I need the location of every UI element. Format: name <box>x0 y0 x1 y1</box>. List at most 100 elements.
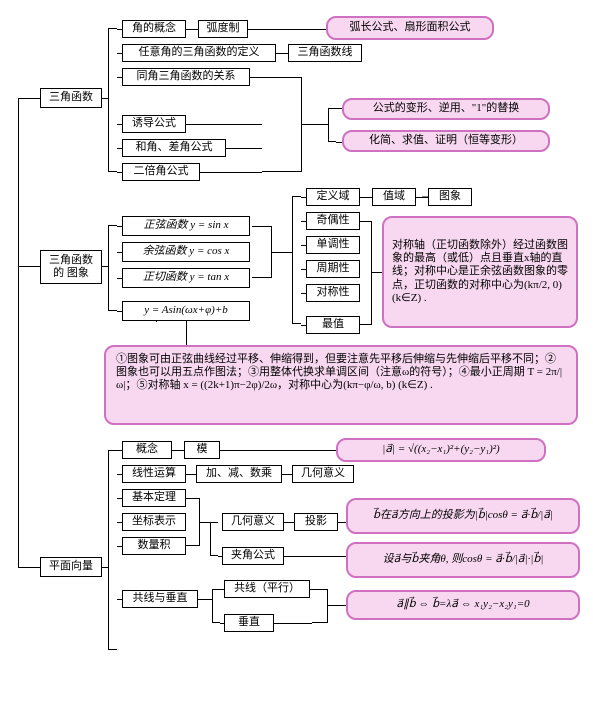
hline <box>301 245 306 246</box>
s2-p4: 对称轴（正切函数除外）经过函数图象的最高（或低）点且垂直x轴的直线；对称中心是正… <box>382 216 578 328</box>
hline <box>372 272 382 273</box>
s2-sin: 正弦函数 y = sin x <box>122 216 250 236</box>
v-basic: 基本定理 <box>122 489 186 507</box>
hline <box>117 124 122 125</box>
s1-def: 任意角的三角函数的定义 <box>122 44 276 62</box>
q-ext: 最值 <box>306 316 360 334</box>
v-asm: 加、减、数乘 <box>196 465 282 483</box>
q-period: 周期性 <box>306 260 360 278</box>
hline <box>302 124 328 125</box>
hline <box>117 450 122 451</box>
bracket-s1 <box>108 28 117 172</box>
q-range: 值域 <box>372 188 416 206</box>
hline <box>117 29 122 30</box>
s1-radian: 弧度制 <box>198 20 248 38</box>
root-trig: 三角函数 <box>40 88 102 108</box>
brk-cp <box>212 589 220 623</box>
hline <box>117 148 122 149</box>
hline <box>284 556 346 557</box>
v-perp: 垂直 <box>224 614 274 632</box>
s1-induce: 诱导公式 <box>122 115 186 133</box>
bracket-s3 <box>108 450 117 650</box>
q-mono: 单调性 <box>306 236 360 254</box>
brk-funcs <box>252 226 272 278</box>
hline <box>310 589 312 590</box>
hline <box>117 474 122 475</box>
hline <box>416 197 428 198</box>
s1-arcformula: 弧长公式、扇形面积公式 <box>326 16 494 40</box>
s1-sumdiff: 和角、差角公式 <box>122 139 226 157</box>
hline <box>220 623 224 624</box>
hline <box>102 266 108 267</box>
hline <box>301 221 306 222</box>
hline <box>218 556 222 557</box>
hline <box>186 474 196 475</box>
s1-trigline: 三角函数线 <box>288 44 362 62</box>
vp-proj: b⃗在a⃗方向上的投影为|b⃗|cosθ = a⃗·b⃗/|a⃗| <box>346 498 580 534</box>
hline <box>284 522 294 523</box>
hline <box>117 311 122 312</box>
s1-concept: 角的概念 <box>122 20 186 38</box>
hline <box>276 53 288 54</box>
hline <box>250 77 262 78</box>
hline <box>328 605 346 606</box>
s1-p3: 化简、求值、证明（恒等变形） <box>342 130 550 152</box>
v <box>156 321 157 322</box>
s2-tan: 正切函数 y = tan x <box>122 268 250 288</box>
hline <box>272 252 292 253</box>
v-concept: 概念 <box>122 441 172 459</box>
q-domain: 定义域 <box>306 188 360 206</box>
hline <box>117 77 122 78</box>
brk-p2p3 <box>328 108 336 142</box>
s2-asin: y = Asin(ωx+φ)+b <box>122 301 250 321</box>
root-vector: 平面向量 <box>40 557 102 577</box>
hline <box>117 53 122 54</box>
hline <box>301 325 306 326</box>
brk-right1 <box>262 77 302 172</box>
brk-props2 <box>360 221 372 325</box>
q-sym: 对称性 <box>306 284 360 302</box>
hline <box>220 450 336 451</box>
main-spine <box>18 98 19 568</box>
hline <box>301 197 306 198</box>
hline <box>117 599 122 600</box>
hline <box>336 108 342 109</box>
hline <box>186 124 262 125</box>
v-angle: 夹角公式 <box>222 547 284 565</box>
hline <box>117 252 122 253</box>
s1-samerel: 同角三角函数的关系 <box>122 68 250 86</box>
hline <box>117 172 122 173</box>
brk-cp2 <box>312 589 328 623</box>
hline <box>301 293 306 294</box>
v-linop: 线性运算 <box>122 465 186 483</box>
hline <box>117 226 122 227</box>
hline <box>18 266 40 267</box>
vp-colperp: a⃗∥b⃗ ⇔ b⃗=λa⃗ ⇔ x₁y₂−x₂y₁=0 <box>346 590 580 620</box>
v <box>186 321 187 345</box>
hline <box>102 567 108 568</box>
hline <box>282 474 292 475</box>
v-col: 共线（平行） <box>224 580 310 598</box>
hline <box>117 522 122 523</box>
hline <box>117 498 122 499</box>
hline <box>102 98 108 99</box>
v-geom2: 几何意义 <box>222 513 284 531</box>
v-dot: 数量积 <box>122 537 186 555</box>
s2-p5: ①图象可由正弦曲线经过平移、伸缩得到，但要注意先平移后伸缩与先伸缩后平移不同；②… <box>104 345 578 425</box>
hline <box>18 567 40 568</box>
brk-props <box>292 196 301 324</box>
v-colperp: 共线与垂直 <box>122 590 198 608</box>
vp-mod: |a⃗| = √((x₂−x₁)²+(y₂−y₁)²) <box>336 438 546 462</box>
vp-angle: 设a⃗与b⃗夹角θ, 则cosθ = a⃗·b⃗/|a⃗|·|b⃗| <box>346 542 580 578</box>
v-mod: 模 <box>184 441 220 459</box>
brk-b <box>186 498 200 546</box>
v-proj: 投影 <box>294 513 338 531</box>
v-coord: 坐标表示 <box>122 513 186 531</box>
hline <box>186 29 198 30</box>
s2-cos: 余弦函数 y = cos x <box>122 242 250 262</box>
hline <box>274 623 312 624</box>
v-geom1: 几何意义 <box>292 465 354 483</box>
hline <box>301 269 306 270</box>
q-graph: 图象 <box>428 188 472 206</box>
hline <box>220 589 224 590</box>
